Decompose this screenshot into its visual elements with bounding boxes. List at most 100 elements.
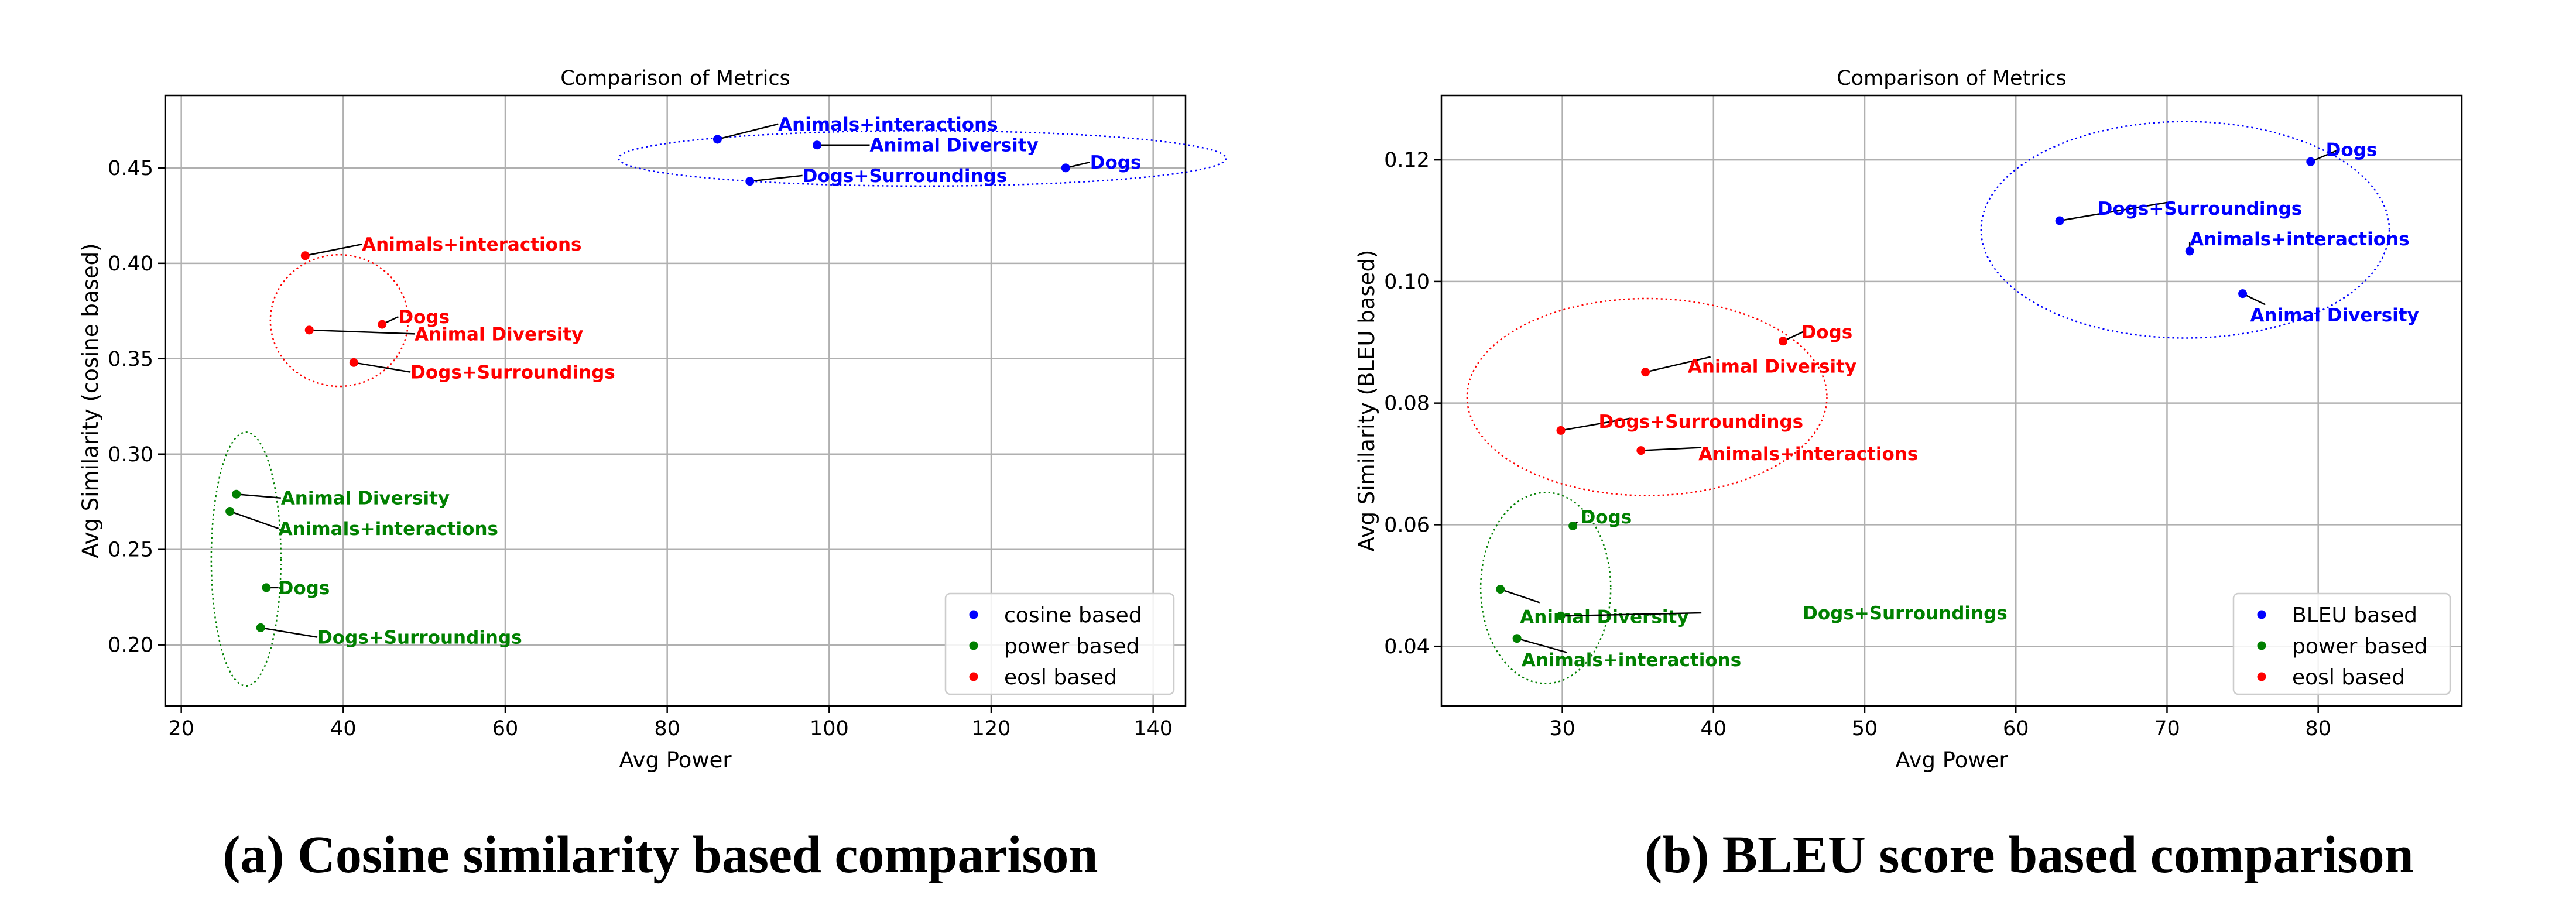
point-label: Dogs+Surroundings bbox=[2098, 198, 2303, 220]
data-point bbox=[304, 325, 314, 335]
annotation-line bbox=[1516, 637, 1567, 653]
y-tick-label: 0.40 bbox=[108, 252, 153, 276]
group-ellipse bbox=[1980, 121, 2390, 339]
figure-caption: (a) Cosine similarity based comparison bbox=[223, 826, 1098, 884]
legend-marker bbox=[2257, 672, 2266, 681]
x-axis-label: Avg Power bbox=[1895, 748, 2008, 773]
data-point bbox=[813, 140, 822, 150]
annotation-line bbox=[1645, 356, 1711, 373]
annotation-line bbox=[229, 510, 279, 530]
legend: BLEU based power based eosl based bbox=[2232, 592, 2451, 695]
annotation-line bbox=[1560, 612, 1702, 617]
y-axis-label: Avg Similarity (BLEU based) bbox=[1354, 250, 1379, 552]
point-label: Animals+interactions bbox=[1698, 444, 1918, 465]
y-tick-label: 0.20 bbox=[108, 634, 153, 657]
legend-entry: BLEU based bbox=[2292, 604, 2417, 628]
point-label: Dogs+Surroundings bbox=[1803, 603, 2008, 624]
x-tick-label: 60 bbox=[492, 717, 519, 740]
data-point bbox=[1556, 611, 1566, 620]
x-tick-label: 140 bbox=[1133, 717, 1173, 740]
legend-box bbox=[2232, 592, 2451, 695]
y-axis-label: Avg Similarity (cosine based) bbox=[78, 243, 103, 558]
point-label: Dogs+Surroundings bbox=[317, 628, 522, 649]
annotation-line bbox=[236, 493, 281, 499]
point-label: Animal Diversity bbox=[1688, 356, 1856, 377]
annotation-line bbox=[1640, 447, 1702, 451]
data-point bbox=[1512, 634, 1522, 643]
legend-marker bbox=[969, 641, 978, 650]
group-ellipse bbox=[1479, 492, 1612, 684]
point-label: Dogs+Surroundings bbox=[803, 166, 1008, 187]
data-point bbox=[1636, 446, 1646, 455]
group-ellipse bbox=[618, 130, 1227, 187]
y-tick-label: 0.35 bbox=[108, 348, 153, 371]
panel-cosine-comparison: 20 40 60 80 100 120 140 0.20 0.25 0.30 0.35 0.40 0.4… bbox=[78, 67, 1227, 884]
plot-frame bbox=[164, 94, 1187, 707]
figure-caption: (b) BLEU score based comparison bbox=[1645, 826, 2413, 884]
data-point bbox=[232, 489, 241, 499]
x-tick-label: 50 bbox=[1852, 717, 1878, 740]
point-label: Animal Diversity bbox=[1520, 606, 1688, 628]
point-label: Animals+interactions bbox=[1522, 650, 1741, 671]
annotation-line bbox=[1560, 417, 1630, 431]
annotation-line bbox=[1500, 588, 1540, 604]
point-label: Dogs bbox=[1581, 507, 1632, 528]
data-point bbox=[2185, 246, 2194, 256]
x-tick-label: 100 bbox=[810, 717, 849, 740]
data-point bbox=[1496, 585, 1505, 594]
point-label: Animals+interactions bbox=[362, 234, 581, 255]
legend-entry: eosl based bbox=[2292, 666, 2405, 690]
series-1: Animal Diversity Animals+interactions Dogs… bbox=[225, 488, 522, 649]
series-1: Dogs Animal Diversity Dogs+Surroundings Ani… bbox=[1496, 507, 2008, 671]
data-point bbox=[1641, 368, 1650, 377]
point-label: Animal Diversity bbox=[2250, 305, 2419, 326]
data-point bbox=[378, 320, 387, 329]
chart-title: Comparison of Metrics bbox=[1837, 67, 2067, 90]
y-tick-label: 0.12 bbox=[1384, 149, 1430, 172]
series-0: Dogs Dogs+Surroundings Animals+interaction… bbox=[2055, 139, 2419, 326]
legend-entry: power based bbox=[2292, 635, 2427, 659]
data-point bbox=[2238, 289, 2248, 299]
legend-marker bbox=[2257, 641, 2266, 650]
point-label: Dogs+Surroundings bbox=[410, 362, 615, 383]
data-point bbox=[2306, 157, 2315, 166]
point-label: Dogs bbox=[1801, 322, 1853, 343]
y-tick-label: 0.08 bbox=[1384, 392, 1430, 416]
group-ellipse bbox=[210, 431, 282, 687]
data-point bbox=[1061, 163, 1070, 173]
y-tick-label: 0.10 bbox=[1384, 270, 1430, 294]
x-tick-label: 80 bbox=[2305, 717, 2331, 740]
x-tick-label: 80 bbox=[654, 717, 680, 740]
x-tick-label: 30 bbox=[1549, 717, 1575, 740]
point-label: Dogs+Surroundings bbox=[1599, 412, 1804, 433]
data-point bbox=[712, 135, 722, 144]
x-tick-label: 20 bbox=[168, 717, 194, 740]
data-point bbox=[225, 507, 235, 516]
group-ellipse bbox=[1466, 297, 1828, 496]
group-ellipse bbox=[269, 253, 409, 388]
x-tick-label: 120 bbox=[972, 717, 1011, 740]
legend-marker bbox=[969, 672, 978, 681]
data-point bbox=[256, 623, 265, 632]
data-point bbox=[349, 358, 358, 367]
y-tick-label: 0.30 bbox=[108, 443, 153, 467]
annotation-line bbox=[305, 244, 362, 257]
annotation-line bbox=[717, 123, 779, 140]
panel-bleu-comparison: 30 40 50 60 70 80 0.04 0.06 0.08 0.10 0.12 Comparis… bbox=[1354, 67, 2463, 884]
point-label: Dogs bbox=[1090, 152, 1142, 173]
x-axis-label: Avg Power bbox=[619, 748, 732, 773]
data-point bbox=[1568, 522, 1578, 531]
legend-entry: eosl based bbox=[1004, 666, 1117, 690]
legend-marker bbox=[969, 610, 978, 619]
annotation-line bbox=[2059, 201, 2167, 222]
point-label: Dogs bbox=[2326, 139, 2378, 160]
chart-title: Comparison of Metrics bbox=[560, 67, 790, 90]
gridlines bbox=[165, 95, 1186, 706]
x-tick-label: 70 bbox=[2154, 717, 2180, 740]
data-point bbox=[1779, 337, 1788, 346]
x-tick-label: 40 bbox=[1701, 717, 1727, 740]
legend-marker bbox=[2257, 610, 2266, 619]
annotation-line bbox=[749, 174, 803, 182]
